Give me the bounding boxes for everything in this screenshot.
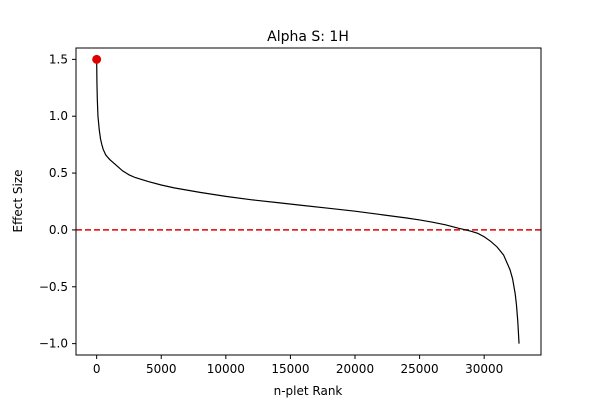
y-axis-label: Effect Size	[11, 170, 25, 233]
y-tick-label: 0.0	[49, 223, 68, 237]
y-tick-label: 0.5	[49, 166, 68, 180]
plot-frame	[75, 47, 542, 356]
y-axis-ticks: −1.0 −0.5 0.0 0.5 1.0 1.5	[39, 52, 76, 351]
chart-title: Alpha S: 1H	[267, 29, 349, 45]
x-axis-ticks: 0 5000 10000 15000 20000 25000 30000	[93, 355, 503, 376]
x-tick-label: 5000	[146, 362, 177, 376]
y-tick-label: 1.5	[49, 52, 68, 66]
highlight-point	[92, 54, 102, 64]
plot-content	[76, 54, 541, 344]
x-tick-label: 30000	[465, 362, 503, 376]
x-axis-label: n-plet Rank	[274, 384, 343, 398]
series-line-0	[96, 59, 520, 344]
y-tick-label: −1.0	[39, 337, 68, 351]
x-tick-label: 25000	[400, 362, 438, 376]
x-tick-label: 0	[93, 362, 101, 376]
x-tick-label: 15000	[271, 362, 309, 376]
y-tick-label: 1.0	[49, 109, 68, 123]
x-tick-label: 20000	[336, 362, 374, 376]
x-tick-label: 10000	[207, 362, 245, 376]
y-tick-label: −0.5	[39, 280, 68, 294]
